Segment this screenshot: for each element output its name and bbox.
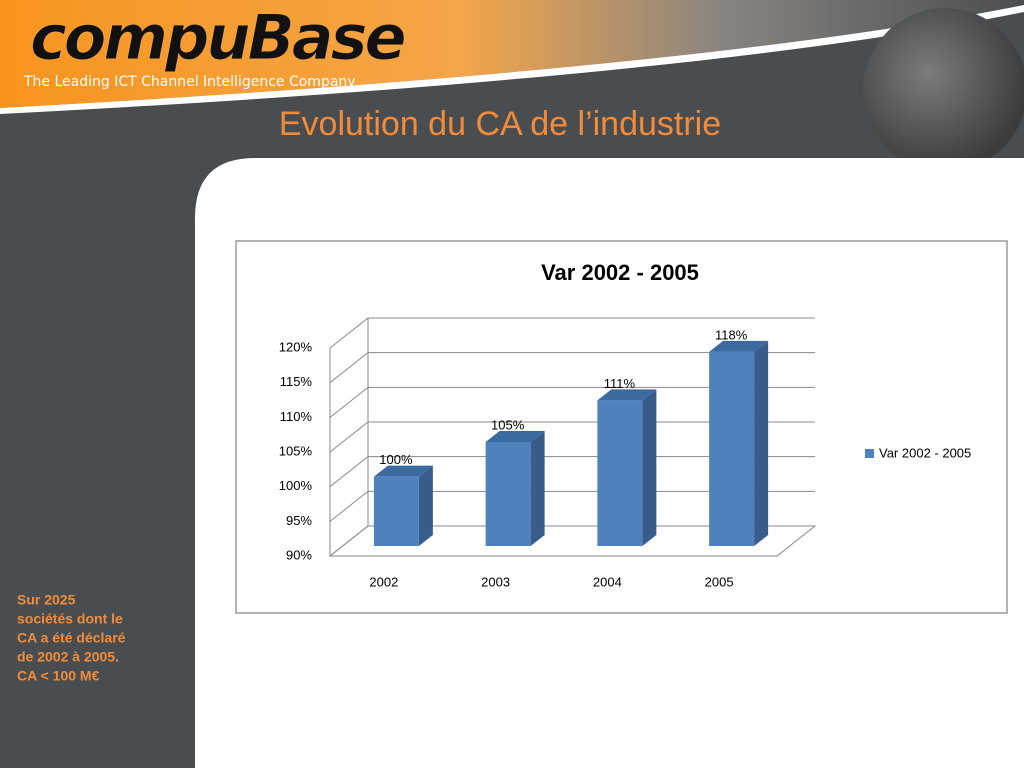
bar-side: [530, 431, 545, 546]
bar-front: [373, 476, 419, 546]
bar-top: [485, 431, 545, 442]
y-tick-label: 95%: [286, 513, 312, 528]
bar-top: [709, 340, 769, 352]
value-label: 100%: [379, 452, 413, 467]
globe: [863, 8, 1024, 172]
note-line: CA < 100 M€: [17, 668, 100, 684]
bar-top: [597, 389, 657, 401]
x-tick-label: 2005: [705, 574, 734, 589]
slide-title: Evolution du CA de l’industrie: [279, 105, 721, 143]
logo: compuBase: [30, 1, 404, 74]
legend-swatch: [865, 449, 874, 458]
header-band: [0, 0, 1024, 108]
x-tick-label: 2003: [481, 574, 510, 589]
value-label: 111%: [604, 376, 636, 391]
bar-front: [597, 400, 643, 546]
note-line: Sur 2025: [17, 592, 76, 608]
value-label: 105%: [491, 417, 525, 432]
value-label: 118%: [715, 327, 748, 342]
chart-title: Var 2002 - 2005: [541, 260, 699, 285]
tagline: The Leading ICT Channel Intelligence Com…: [23, 74, 356, 90]
x-tick-label: 2004: [593, 574, 622, 589]
y-tick-label: 100%: [279, 478, 313, 493]
note: Sur 2025 sociétés dont le CA a été déclaré…: [17, 592, 126, 684]
bar-front: [709, 351, 755, 546]
bar-side: [754, 340, 769, 546]
y-tick-label: 115%: [280, 374, 313, 389]
x-tick-label: 2002: [369, 574, 398, 589]
legend-label: Var 2002 - 2005: [879, 445, 971, 460]
y-tick-label: 110%: [280, 409, 313, 424]
note-line: sociétés dont le: [17, 611, 123, 627]
y-tick-label: 120%: [279, 339, 313, 354]
y-tick-label: 90%: [286, 547, 312, 562]
y-tick-label: 105%: [279, 443, 313, 458]
bar-side: [642, 389, 657, 546]
bar-top: [373, 465, 433, 477]
bar-side: [418, 465, 433, 546]
note-line: CA a été déclaré: [17, 630, 126, 646]
header-line: [0, 5, 1024, 114]
note-line: de 2002 à 2005.: [17, 649, 119, 665]
bar-front: [485, 442, 531, 546]
